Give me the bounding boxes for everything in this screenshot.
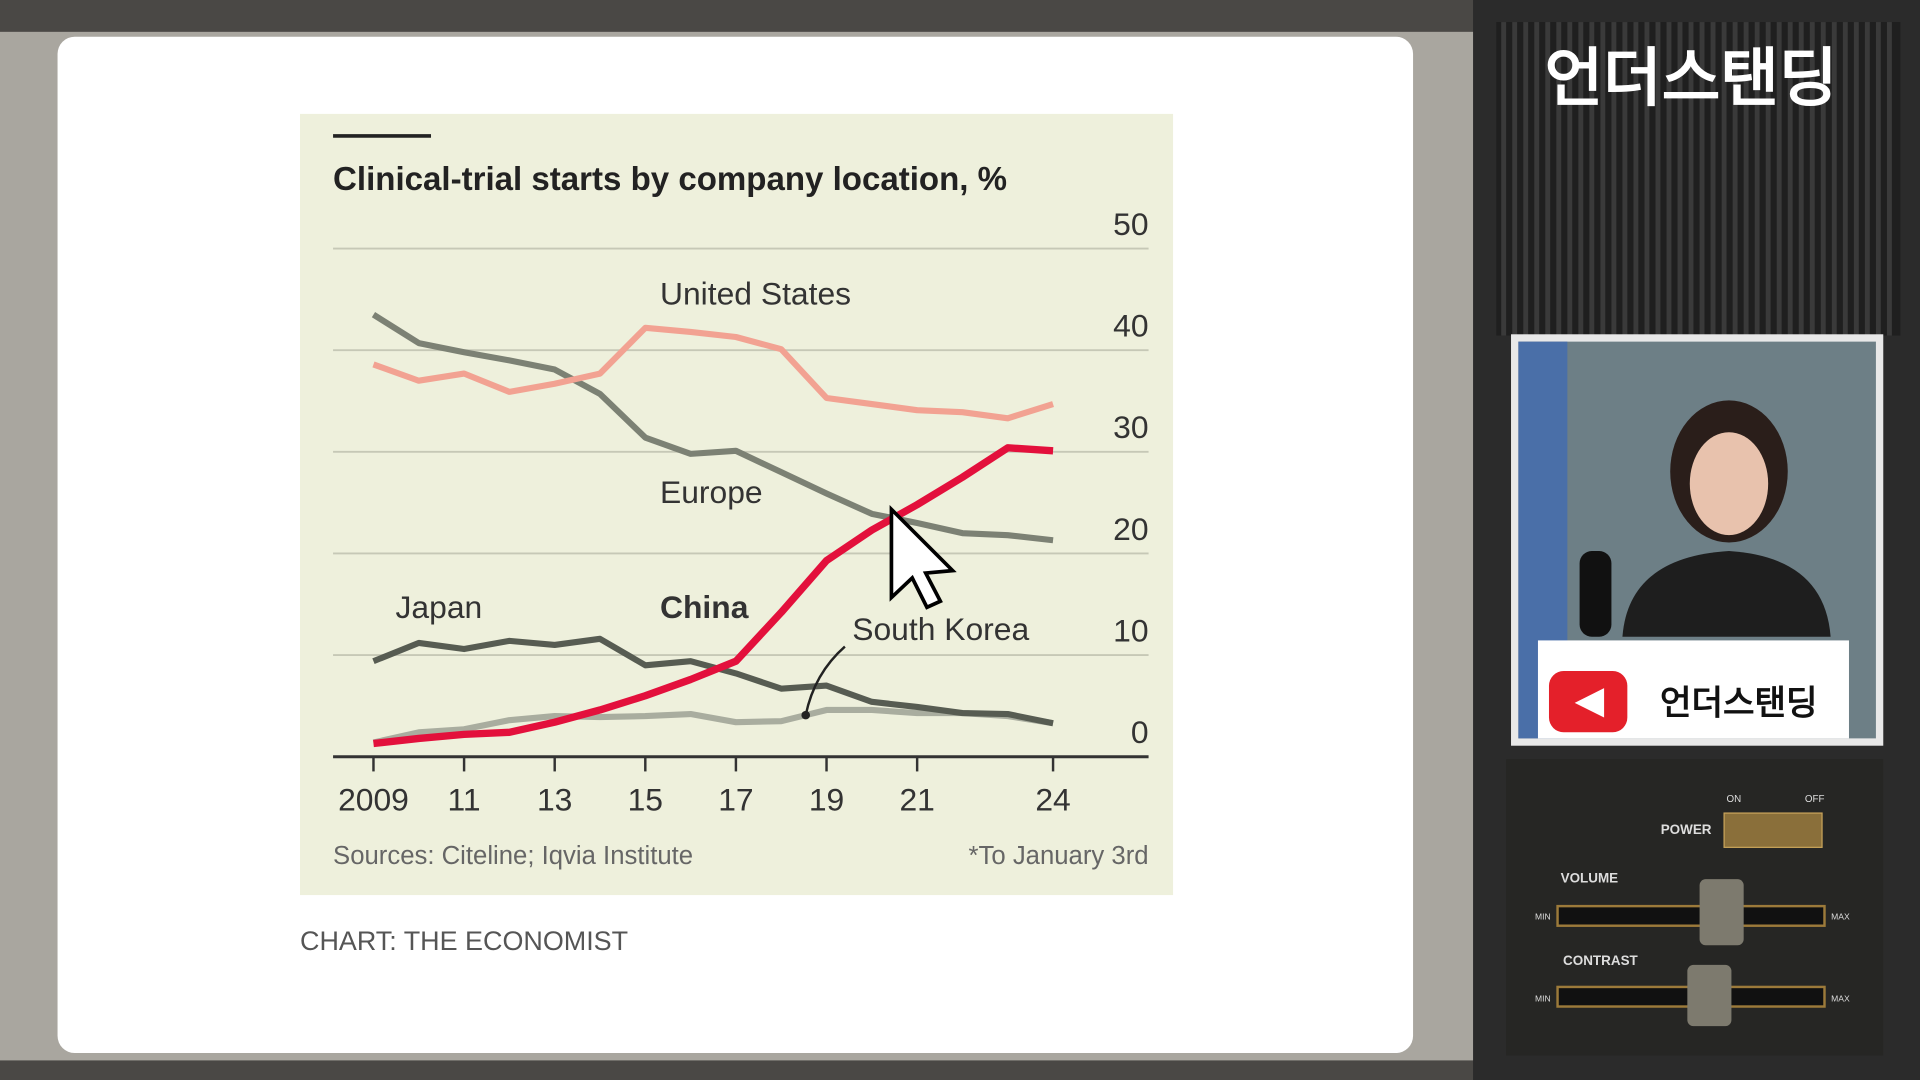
overlay-channel-name: 언더스탠딩 (1660, 684, 1818, 722)
series-line (371, 312, 1054, 544)
x-tick-label: 15 (628, 781, 663, 817)
stripe (1809, 22, 1815, 336)
person-body (1622, 551, 1831, 637)
volume-label: VOLUME (1561, 871, 1619, 886)
stripe (1875, 22, 1881, 336)
contrast-label: CONTRAST (1563, 953, 1639, 968)
power-on-label: ON (1727, 794, 1742, 805)
stripe (1754, 22, 1760, 336)
stripe (1886, 22, 1892, 336)
stripe (1578, 22, 1584, 336)
chart-note: *To January 3rd (969, 842, 1149, 870)
stripe (1666, 22, 1672, 336)
stripe (1743, 22, 1749, 336)
x-tick-label: 17 (718, 781, 753, 817)
power-label: POWER (1661, 822, 1712, 837)
chart-title: Clinical-trial starts by company locatio… (333, 161, 1007, 198)
stripe (1721, 22, 1727, 336)
x-tick-label: 2009 (338, 781, 409, 817)
mouse-cursor (889, 504, 957, 610)
x-tick-label: 13 (537, 781, 572, 817)
volume-knob[interactable] (1699, 879, 1744, 946)
contrast-max-label: MAX (1831, 993, 1850, 1003)
stripes (1501, 22, 1892, 336)
y-tick-label: 10 (1113, 612, 1148, 648)
youtube-play (1574, 688, 1605, 718)
power-switch[interactable] (1723, 812, 1823, 848)
contrast-knob[interactable] (1687, 964, 1732, 1027)
stripe (1776, 22, 1782, 336)
person-face (1689, 432, 1769, 536)
power-off-label: OFF (1805, 794, 1825, 805)
series-label: South Korea (852, 611, 1029, 647)
stripe (1611, 22, 1617, 336)
stripe (1677, 22, 1683, 336)
series-label: Europe (660, 474, 763, 510)
y-tick-label: 50 (1113, 206, 1148, 242)
label-leader (804, 645, 846, 716)
series-label: United States (660, 276, 851, 312)
x-tick-label: 19 (809, 781, 844, 817)
stripe (1842, 22, 1848, 336)
x-tick-label: 24 (1035, 781, 1070, 817)
y-tick-label: 40 (1113, 308, 1148, 344)
contrast-min-label: MIN (1535, 993, 1551, 1003)
y-tick-label: 30 (1113, 409, 1148, 445)
series-label: China (660, 589, 749, 625)
stripe (1644, 22, 1650, 336)
volume-max-label: MAX (1831, 911, 1850, 921)
volume-min-label: MIN (1535, 911, 1551, 921)
chart-source: Sources: Citeline; Iqvia Institute (333, 842, 693, 870)
stripe (1798, 22, 1804, 336)
stripe (1545, 22, 1551, 336)
stripe (1534, 22, 1540, 336)
stripe (1699, 22, 1705, 336)
volume-track (1556, 904, 1826, 927)
stripe (1556, 22, 1562, 336)
stripe (1589, 22, 1595, 336)
plot: 0 10 20 30 40 50 2009 11 13 15 17 19 21 24 South Korea… (333, 206, 1149, 817)
stripe (1622, 22, 1628, 336)
stripe (1853, 22, 1859, 336)
stripe (1732, 22, 1738, 336)
stripe (1831, 22, 1837, 336)
stripe (1688, 22, 1694, 336)
x-tick-label: 11 (448, 781, 481, 817)
series-line (373, 444, 1054, 748)
y-tick-label: 20 (1113, 511, 1148, 547)
stripe (1567, 22, 1573, 336)
stripe (1501, 22, 1507, 336)
channel-title: 언더스탠딩 (1545, 43, 1838, 114)
stripe (1655, 22, 1661, 336)
series-line (372, 324, 1054, 422)
stripe (1864, 22, 1870, 336)
stripe (1523, 22, 1529, 336)
chart-credit: CHART: THE ECONOMIST (300, 926, 628, 956)
stripe (1710, 22, 1716, 336)
microphone (1579, 551, 1612, 637)
stripe (1820, 22, 1826, 336)
stripe (1600, 22, 1606, 336)
stripe (1512, 22, 1518, 336)
stripe (1765, 22, 1771, 336)
top-frame (0, 0, 1482, 32)
bottom-frame (0, 1060, 1482, 1080)
label-dot (801, 710, 810, 720)
x-tick-label: 21 (899, 781, 934, 817)
stripe (1787, 22, 1793, 336)
y-tick-label: 0 (1131, 714, 1149, 750)
stripe (1633, 22, 1639, 336)
series-label: Japan (396, 589, 483, 625)
